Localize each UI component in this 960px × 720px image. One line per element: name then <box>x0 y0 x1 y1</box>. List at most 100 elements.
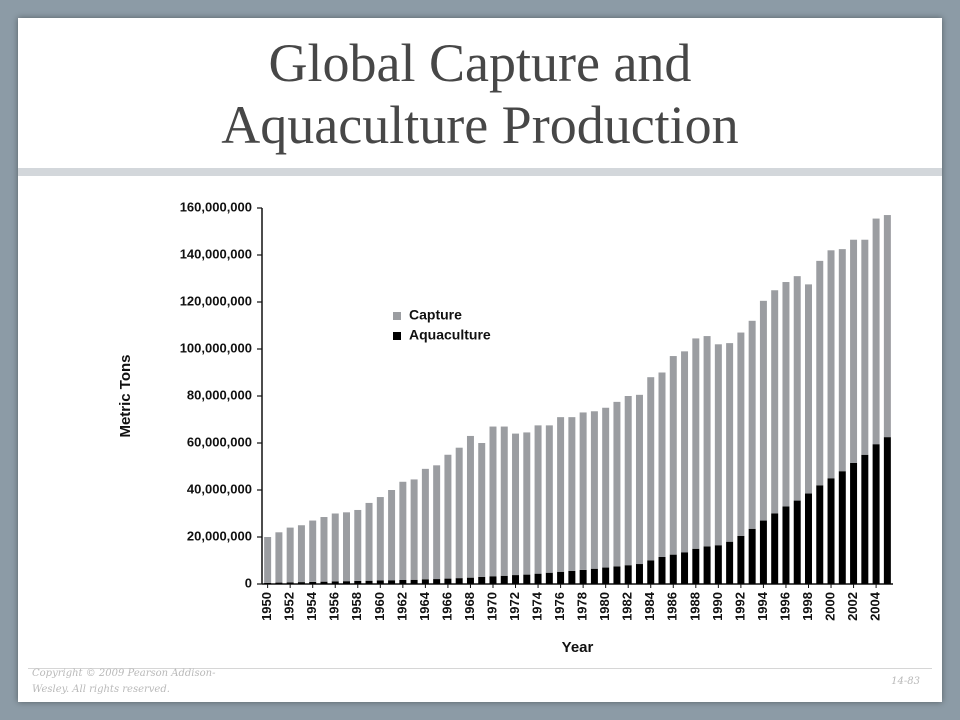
bar-segment <box>647 377 655 561</box>
bar-segment <box>365 580 373 584</box>
bar-segment <box>297 582 305 584</box>
bar-segment <box>410 579 418 584</box>
bar-segment <box>804 493 812 584</box>
page-number: 14-83 <box>891 676 920 687</box>
bar-segment <box>264 537 272 583</box>
bar-segment <box>635 564 643 584</box>
bar-segment <box>647 560 655 584</box>
x-tick-label: 2002 <box>845 592 860 621</box>
bar-segment <box>793 276 801 501</box>
bar-segment <box>613 566 621 584</box>
bar-segment <box>624 565 632 584</box>
bar-segment <box>286 527 294 583</box>
bar-segment <box>365 502 373 581</box>
bar-segment <box>883 215 891 438</box>
slide-title: Global Capture and Aquaculture Productio… <box>221 33 739 155</box>
x-tick-label: 1980 <box>597 592 612 621</box>
bar-segment <box>286 582 294 584</box>
bar-segment <box>433 465 441 580</box>
bar-segment <box>545 572 553 584</box>
title-rule <box>18 168 942 176</box>
bar-segment <box>726 541 734 584</box>
x-tick-label: 1972 <box>507 592 522 621</box>
bar-segment <box>421 579 429 584</box>
x-tick-label: 1976 <box>552 592 567 621</box>
y-tick-label: 160,000,000 <box>180 199 252 214</box>
y-tick-label: 100,000,000 <box>180 340 252 355</box>
bar-segment <box>557 571 565 584</box>
bar-segment <box>771 513 779 584</box>
x-tick-label: 1996 <box>777 592 792 621</box>
bar-segment <box>681 552 689 584</box>
bar-segment <box>692 548 700 584</box>
bar-segment <box>883 437 891 584</box>
legend-label: Capture <box>409 307 462 323</box>
bar-segment <box>748 528 756 584</box>
bar-segment <box>816 485 824 584</box>
bar-segment <box>602 407 610 568</box>
bar-segment <box>275 532 283 583</box>
x-tick-label: 1970 <box>484 592 499 621</box>
bar-segment <box>861 239 869 455</box>
y-tick-label: 140,000,000 <box>180 246 252 261</box>
bar-segment <box>444 454 452 579</box>
x-tick-label: 1986 <box>665 592 680 621</box>
bar-segment <box>838 249 846 472</box>
x-tick-label: 1964 <box>417 591 432 621</box>
bar-segment <box>793 500 801 584</box>
footer-rule <box>28 668 932 669</box>
bar-segment <box>512 433 520 576</box>
bar-segment <box>264 582 272 584</box>
x-tick-label: 2004 <box>868 591 883 621</box>
bar-segment <box>703 336 711 547</box>
bar-segment <box>669 356 677 555</box>
x-tick-label: 1950 <box>259 592 274 621</box>
bar-segment <box>534 573 542 584</box>
x-tick-label: 1982 <box>620 592 635 621</box>
bar-segment <box>759 300 767 521</box>
bar-segment <box>343 581 351 584</box>
bar-segment <box>590 411 598 569</box>
bar-segment <box>399 481 407 581</box>
y-tick-label: 40,000,000 <box>187 481 252 496</box>
x-tick-label: 1974 <box>530 591 545 621</box>
x-tick-label: 1998 <box>800 592 815 621</box>
bar-segment <box>872 444 880 584</box>
bar-segment <box>309 581 317 584</box>
bar-segment <box>534 425 542 574</box>
bar-segment <box>376 580 384 584</box>
bar-segment <box>850 239 858 463</box>
bar-segment <box>624 396 632 566</box>
x-axis-label: Year <box>562 639 594 656</box>
x-tick-label: 1978 <box>575 592 590 621</box>
x-tick-label: 1968 <box>462 592 477 621</box>
bar-segment <box>737 332 745 536</box>
bar-segment <box>827 478 835 584</box>
x-tick-label: 1992 <box>732 592 747 621</box>
x-tick-label: 1958 <box>349 592 364 621</box>
bar-segment <box>726 343 734 542</box>
y-tick-label: 0 <box>245 575 252 590</box>
bar-segment <box>714 545 722 584</box>
y-tick-label: 60,000,000 <box>187 434 252 449</box>
bar-segment <box>489 576 497 584</box>
bar-segment <box>500 575 508 584</box>
bar-segment <box>500 426 508 576</box>
bar-segment <box>771 290 779 514</box>
bar-segment <box>861 454 869 584</box>
bar-segment <box>804 284 812 494</box>
bar-segment <box>635 394 643 565</box>
bar-segment <box>590 568 598 584</box>
bar-segment <box>466 435 474 578</box>
bar-segment <box>816 260 824 486</box>
x-tick-label: 1960 <box>372 592 387 621</box>
bar-segment <box>748 320 756 529</box>
bar-segment <box>681 351 689 553</box>
bar-segment <box>376 497 384 581</box>
bar-segment <box>354 509 362 581</box>
bar-segment <box>579 569 587 584</box>
bar-segment <box>568 570 576 584</box>
bar-segment <box>523 432 531 575</box>
